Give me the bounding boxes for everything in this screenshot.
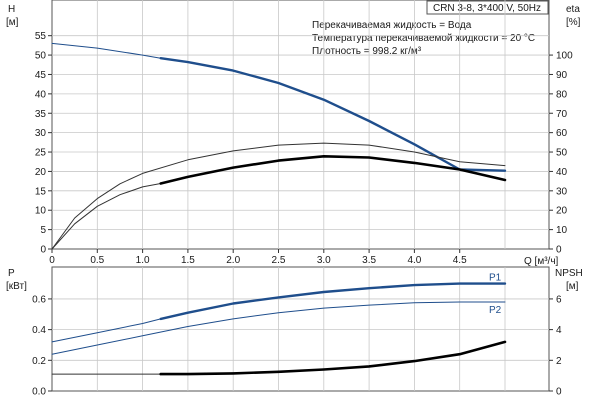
y-left-tick-label: 25 — [35, 148, 47, 159]
series-line-0-3 — [51, 183, 162, 250]
y-left-tick-label: 50 — [35, 51, 47, 62]
x-tick-label: 4.5 — [453, 255, 467, 266]
series-layer: P1 P2 — [51, 42, 507, 376]
info-line-3: Плотность = 998.2 кг/м³ — [312, 46, 422, 57]
top-left-axis-label-2: [м] — [6, 17, 19, 28]
y-left-tick-label: 0.2 — [32, 356, 46, 367]
x-tick-label: 0.5 — [90, 255, 104, 266]
series-line-1-4 — [159, 340, 507, 376]
top-right-axis-label-1: eta — [566, 4, 580, 15]
y-right-tick-label: 10 — [556, 225, 568, 236]
y-right-tick-label: 70 — [556, 109, 568, 120]
model-box — [426, 0, 549, 15]
series-line-1-1 — [159, 282, 507, 321]
x-tick-label: 4.0 — [407, 255, 421, 266]
model-title: CRN 3-8, 3*400 V, 50Hz — [433, 3, 541, 14]
x-tick-label: 0 — [49, 255, 55, 266]
y-left-tick-label: 0.4 — [32, 325, 46, 336]
y-left-tick-label: 0 — [40, 245, 46, 256]
y-left-tick-label: 40 — [35, 89, 47, 100]
y-left-tick-label: 15 — [35, 186, 47, 197]
bottom-panel-frame — [51, 266, 550, 392]
y-right-tick-label: 30 — [556, 186, 568, 197]
top-right-axis-label-2: [%] — [566, 17, 581, 28]
y-right-tick-label: 40 — [556, 167, 568, 178]
series-line-1-2 — [51, 301, 506, 355]
top-panel-frame — [51, 0, 550, 250]
bottom-right-axis-label-2: [м] — [566, 281, 579, 292]
bottom-left-axis-label-2: [кВт] — [6, 281, 27, 292]
x-tick-label: 1.0 — [136, 255, 150, 266]
y-right-tick-label: 100 — [556, 51, 573, 62]
series-line-0-1 — [159, 57, 507, 172]
x-tick-label: 2.0 — [226, 255, 240, 266]
y-right-tick-label: 0 — [556, 387, 562, 398]
x-tick-label: 2.5 — [272, 255, 286, 266]
y-right-tick-label: 60 — [556, 128, 568, 139]
x-tick-label: 3.0 — [317, 255, 331, 266]
y-left-tick-label: 5 — [40, 225, 46, 236]
y-left-tick-label: 0.0 — [32, 387, 46, 398]
y-left-tick-label: 35 — [35, 109, 47, 120]
y-right-tick-label: 90 — [556, 70, 568, 81]
y-right-tick-label: 20 — [556, 206, 568, 217]
y-right-tick-label: 50 — [556, 148, 568, 159]
series-label-p1: P1 — [489, 273, 502, 284]
x-tick-label: 3.5 — [362, 255, 376, 266]
series-line-0-2 — [51, 142, 506, 250]
y-left-tick-label: 10 — [35, 206, 47, 217]
bottom-left-axis-label-1: P — [8, 268, 15, 279]
y-left-tick-label: 30 — [35, 128, 47, 139]
y-right-tick-label: 0 — [556, 245, 562, 256]
x-tick-label: 1.5 — [181, 255, 195, 266]
bottom-right-axis-label-1: NPSH — [555, 268, 583, 279]
y-right-tick-label: 4 — [556, 325, 562, 336]
series-label-p2: P2 — [489, 305, 502, 316]
y-left-tick-label: 45 — [35, 70, 47, 81]
y-right-tick-label: 6 — [556, 294, 562, 305]
top-left-axis-label-1: H — [8, 4, 15, 15]
y-left-tick-label: 20 — [35, 167, 47, 178]
tick-layer: 0510152025303540455055010203040506070809… — [32, 31, 573, 397]
x-axis-label: Q [м³/ч] — [524, 256, 559, 267]
y-right-tick-label: 2 — [556, 356, 562, 367]
series-line-0-4 — [159, 155, 507, 185]
grid-layer — [52, 0, 549, 391]
series-line-1-0 — [51, 318, 162, 343]
y-left-tick-label: 55 — [35, 31, 47, 42]
y-right-tick-label: 80 — [556, 89, 568, 100]
info-line-2: Температура перекачиваемой жидкости = 20… — [312, 33, 535, 44]
y-left-tick-label: 0.6 — [32, 294, 46, 305]
info-line-1: Перекачиваемая жидкость = Вода — [312, 20, 472, 31]
series-line-0-0 — [51, 42, 162, 59]
